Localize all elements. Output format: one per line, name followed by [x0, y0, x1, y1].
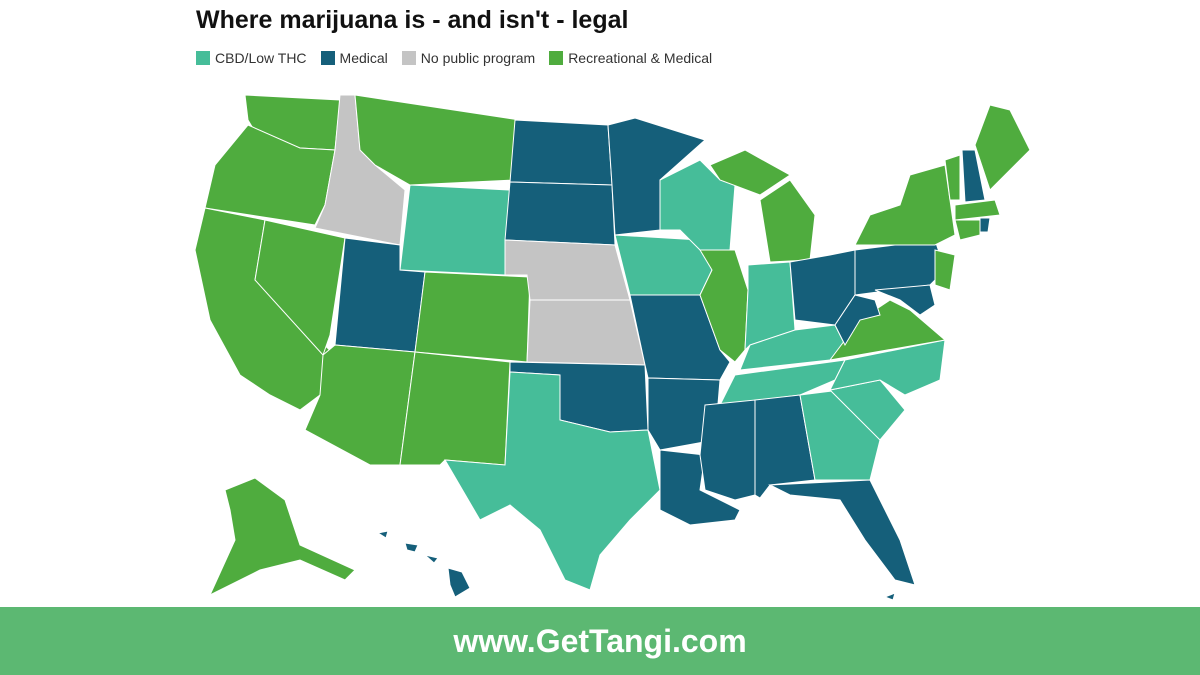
- state: [883, 592, 896, 601]
- legend-item: CBD/Low THC: [196, 50, 307, 66]
- state: [208, 477, 356, 597]
- state: [709, 149, 791, 196]
- state: [829, 339, 946, 396]
- legend-label: CBD/Low THC: [215, 50, 307, 66]
- state: [979, 217, 991, 233]
- state: [699, 399, 756, 501]
- state: [954, 219, 981, 241]
- legend-swatch: [320, 51, 335, 65]
- state: [414, 271, 531, 363]
- legend-swatch: [549, 51, 564, 65]
- state: [719, 359, 846, 406]
- state: [376, 530, 389, 539]
- legend-item: Medical: [320, 50, 388, 66]
- state: [768, 479, 916, 586]
- legend-swatch: [401, 51, 416, 65]
- state: [854, 164, 956, 246]
- state: [944, 154, 961, 201]
- state: [399, 351, 511, 466]
- state: [954, 199, 1001, 221]
- state: [254, 219, 346, 356]
- state: [526, 299, 646, 366]
- state: [874, 284, 936, 316]
- state: [204, 124, 336, 226]
- legend-item: Recreational & Medical: [549, 50, 712, 66]
- footer-banner: www.GetTangi.com: [0, 607, 1200, 675]
- state: [504, 181, 616, 246]
- legend: CBD/Low THC Medical No public program Recre…: [196, 50, 712, 66]
- state: [961, 149, 986, 203]
- state: [447, 567, 471, 598]
- title: Where marijuana is - and isn't - legal: [196, 6, 629, 34]
- legend-item: No public program: [401, 50, 536, 66]
- legend-label: No public program: [420, 50, 536, 66]
- legend-label: Recreational & Medical: [568, 50, 713, 66]
- legend-swatch: [196, 51, 210, 65]
- state: [934, 249, 956, 291]
- state: [699, 249, 749, 363]
- state: [854, 239, 946, 296]
- state: [759, 179, 816, 263]
- state: [444, 371, 661, 591]
- state: [404, 542, 419, 553]
- state: [509, 119, 613, 186]
- us-map: [194, 94, 1031, 601]
- state: [974, 104, 1031, 191]
- legend-label: Medical: [339, 50, 388, 66]
- state: [399, 184, 511, 276]
- state: [424, 554, 439, 564]
